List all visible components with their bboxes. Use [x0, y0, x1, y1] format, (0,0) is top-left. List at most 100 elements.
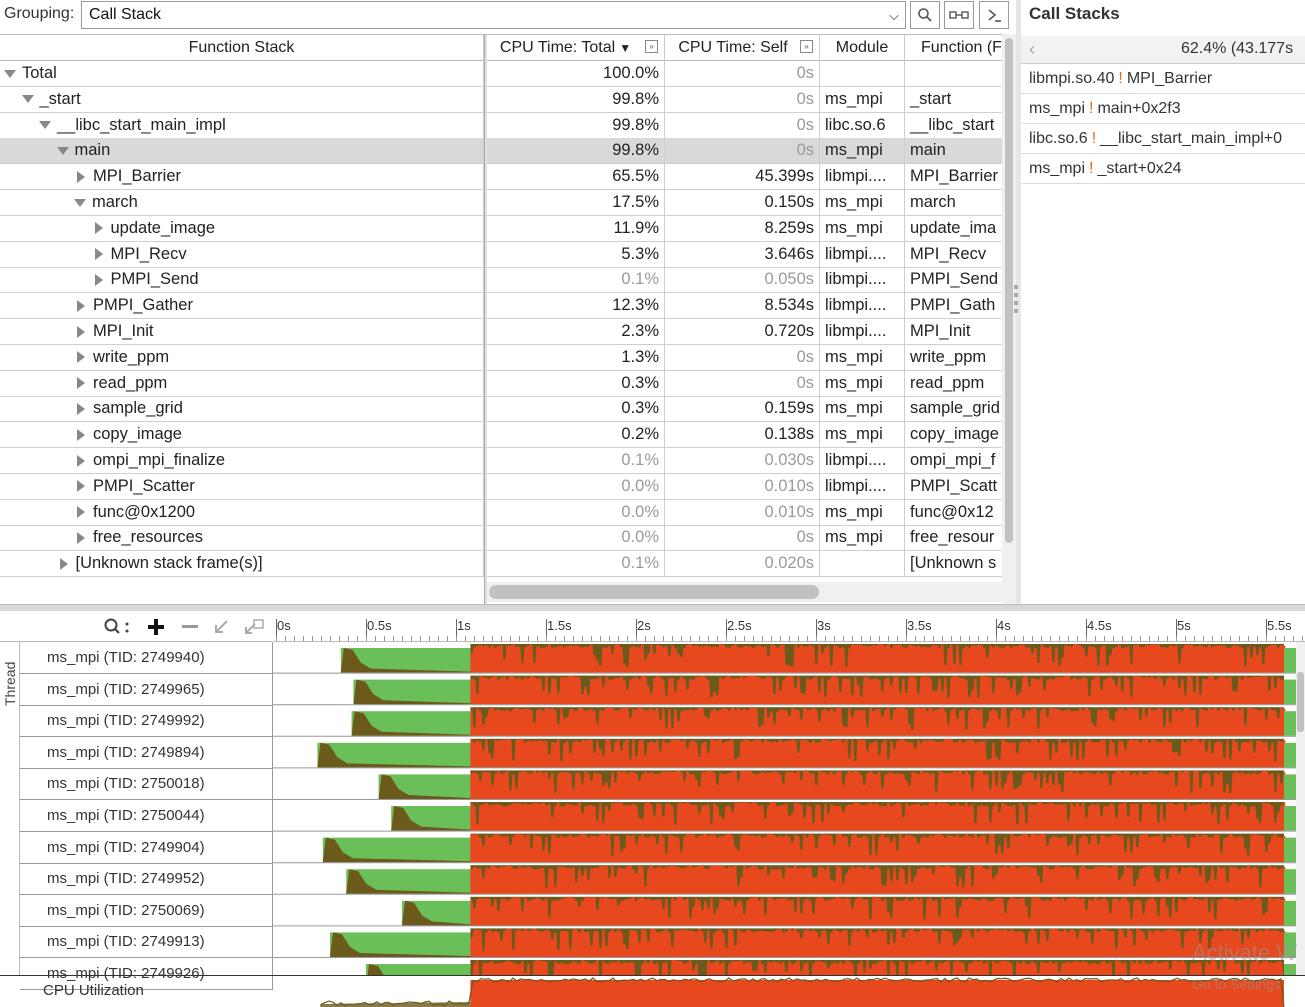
col-header-function[interactable]: Function (F	[905, 35, 1002, 61]
scrollbar-thumb[interactable]	[1005, 38, 1013, 543]
expand-triangle-icon[interactable]	[77, 454, 85, 467]
thread-lane[interactable]	[273, 644, 1296, 674]
thread-lane-label[interactable]: ms_mpi (TID: 2750044)	[20, 800, 273, 832]
function-name-cell[interactable]: main	[0, 138, 484, 164]
expand-column-icon[interactable]: »	[645, 40, 658, 53]
function-name-cell[interactable]: MPI_Init	[0, 319, 484, 344]
table-row[interactable]: PMPI_Scatter 0.0% 0.010s libmpi.... PMPI_Sca…	[0, 473, 1002, 500]
console-button[interactable]	[979, 1, 1009, 29]
timeline-vertical-scrollbar[interactable]	[1296, 642, 1305, 975]
table-row[interactable]: MPI_Recv 5.3% 3.646s libmpi.... MPI_Recv	[0, 241, 1002, 268]
function-name-cell[interactable]: update_image	[0, 215, 484, 241]
table-row[interactable]: free_resources 0.0% 0s ms_mpi free_resour	[0, 525, 1002, 552]
call-stack-frame[interactable]: ms_mpi! _start+0x24	[1021, 154, 1305, 184]
thread-lane[interactable]	[273, 896, 1296, 927]
thread-lane-label[interactable]: ms_mpi (TID: 2749992)	[20, 705, 273, 738]
col-header-cpu-self[interactable]: CPU Time: Self »	[665, 35, 820, 61]
thread-lane[interactable]	[273, 802, 1296, 832]
table-row[interactable]: main 99.8% 0s ms_mpi main	[0, 138, 1002, 165]
thread-lane-label[interactable]: ms_mpi (TID: 2750069)	[20, 894, 273, 927]
table-row[interactable]: [Unknown stack frame(s)] 0.1% 0.020s [Unkno…	[0, 551, 1002, 578]
zoom-icon[interactable]	[103, 618, 133, 636]
expand-triangle-icon[interactable]	[94, 222, 103, 235]
collapse-triangle-icon[interactable]	[39, 121, 51, 130]
expand-triangle-icon[interactable]	[77, 351, 85, 364]
table-row[interactable]: read_ppm 0.3% 0s ms_mpi read_ppm	[0, 370, 1002, 397]
grouping-select[interactable]: Call Stack ⌵	[81, 1, 906, 29]
zoom-in-icon[interactable]	[146, 618, 166, 636]
col-header-module[interactable]: Module	[820, 35, 905, 61]
collapse-triangle-icon[interactable]	[56, 147, 69, 156]
scrollbar-thumb[interactable]	[489, 585, 819, 599]
collapse-triangle-icon[interactable]	[4, 69, 16, 78]
expand-triangle-icon[interactable]	[77, 325, 85, 338]
zoom-out-icon[interactable]	[180, 618, 200, 636]
call-stack-frame[interactable]: ms_mpi! main+0x2f3	[1021, 94, 1305, 124]
horizontal-splitter[interactable]	[0, 604, 1305, 619]
function-name-cell[interactable]: read_ppm	[0, 370, 484, 396]
table-row[interactable]: PMPI_Gather 12.3% 8.534s libmpi.... PMPI_Gat…	[0, 293, 1002, 320]
thread-lane[interactable]	[273, 675, 1296, 706]
thread-lane-label[interactable]: ms_mpi (TID: 2750018)	[20, 768, 273, 801]
table-row[interactable]: copy_image 0.2% 0.138s ms_mpi copy_image	[0, 422, 1002, 449]
thread-lane[interactable]	[273, 833, 1296, 864]
function-name-cell[interactable]: MPI_Barrier	[0, 164, 484, 190]
function-name-cell[interactable]: ompi_mpi_finalize	[0, 448, 484, 473]
thread-lane-label[interactable]: ms_mpi (TID: 2749926)	[20, 958, 273, 990]
thread-lanes[interactable]	[273, 642, 1296, 975]
expand-triangle-icon[interactable]	[94, 248, 103, 261]
collapse-triangle-icon[interactable]	[21, 95, 34, 104]
thread-lane[interactable]	[273, 738, 1296, 769]
thread-lane-label[interactable]: ms_mpi (TID: 2749952)	[20, 863, 273, 896]
expand-triangle-icon[interactable]	[77, 428, 85, 441]
grid-horizontal-scrollbar[interactable]	[487, 582, 1002, 602]
time-ruler[interactable]: 0s 0.5s 1s 1.5s 2s 2.5s 3s 3.5s 4s 4.5s 5s 5.5s	[273, 611, 1305, 642]
function-name-cell[interactable]: sample_grid	[0, 396, 484, 422]
table-row[interactable]: func@0x1200 0.0% 0.010s ms_mpi func@0x12	[0, 499, 1002, 526]
thread-lane[interactable]	[273, 707, 1296, 737]
filter-button[interactable]	[944, 1, 974, 29]
table-row[interactable]: MPI_Init 2.3% 0.720s libmpi.... MPI_Init	[0, 319, 1002, 345]
function-name-cell[interactable]: copy_image	[0, 422, 484, 448]
expand-triangle-icon[interactable]	[77, 170, 85, 183]
table-row[interactable]: Total 100.0% 0s	[0, 61, 1002, 87]
scrollbar-thumb[interactable]	[1297, 672, 1304, 732]
reset-zoom-icon[interactable]	[243, 618, 265, 636]
expand-column-icon[interactable]: »	[800, 40, 813, 53]
function-name-cell[interactable]: PMPI_Gather	[0, 293, 484, 319]
thread-lane-label[interactable]: ms_mpi (TID: 2749940)	[20, 642, 273, 674]
expand-triangle-icon[interactable]	[94, 274, 103, 287]
cpu-utilization-lane[interactable]	[273, 975, 1305, 1007]
function-name-cell[interactable]: march	[0, 190, 484, 215]
table-row[interactable]: _start 99.8% 0s ms_mpi _start	[0, 86, 1002, 113]
zoom-selection-icon[interactable]	[212, 618, 232, 636]
table-row[interactable]: __libc_start_main_impl 99.8% 0s libc.so.6 __…	[0, 112, 1002, 139]
search-button[interactable]	[910, 1, 940, 29]
function-name-cell[interactable]: func@0x1200	[0, 499, 484, 525]
thread-lane[interactable]	[273, 960, 1296, 975]
function-name-cell[interactable]: Total	[0, 61, 484, 86]
expand-triangle-icon[interactable]	[77, 299, 85, 312]
function-name-cell[interactable]: PMPI_Send	[0, 267, 484, 293]
thread-lane-label[interactable]: ms_mpi (TID: 2749965)	[20, 673, 273, 706]
thread-lane[interactable]	[273, 770, 1296, 800]
expand-triangle-icon[interactable]	[77, 480, 85, 493]
call-stack-frame[interactable]: libc.so.6! __libc_start_main_impl+0	[1021, 124, 1305, 154]
function-name-cell[interactable]: [Unknown stack frame(s)]	[0, 551, 484, 577]
column-splitter[interactable]	[484, 35, 487, 604]
table-row[interactable]: MPI_Barrier 65.5% 45.399s libmpi.... MPI_Bar…	[0, 164, 1002, 191]
grid-vertical-scrollbar[interactable]	[1002, 34, 1016, 604]
table-row[interactable]: sample_grid 0.3% 0.159s ms_mpi sample_grid	[0, 396, 1002, 423]
function-name-cell[interactable]: MPI_Recv	[0, 241, 484, 267]
function-name-cell[interactable]: __libc_start_main_impl	[0, 112, 484, 138]
expand-triangle-icon[interactable]	[77, 377, 85, 390]
collapse-triangle-icon[interactable]	[74, 198, 86, 207]
chevron-left-icon[interactable]: ‹	[1029, 39, 1035, 59]
expand-triangle-icon[interactable]	[77, 506, 85, 519]
expand-triangle-icon[interactable]	[59, 557, 68, 570]
thread-lane-label[interactable]: ms_mpi (TID: 2749904)	[20, 831, 273, 864]
function-name-cell[interactable]: _start	[0, 86, 484, 112]
expand-triangle-icon[interactable]	[77, 532, 85, 545]
table-row[interactable]: march 17.5% 0.150s ms_mpi march	[0, 190, 1002, 216]
table-row[interactable]: write_ppm 1.3% 0s ms_mpi write_ppm	[0, 344, 1002, 371]
